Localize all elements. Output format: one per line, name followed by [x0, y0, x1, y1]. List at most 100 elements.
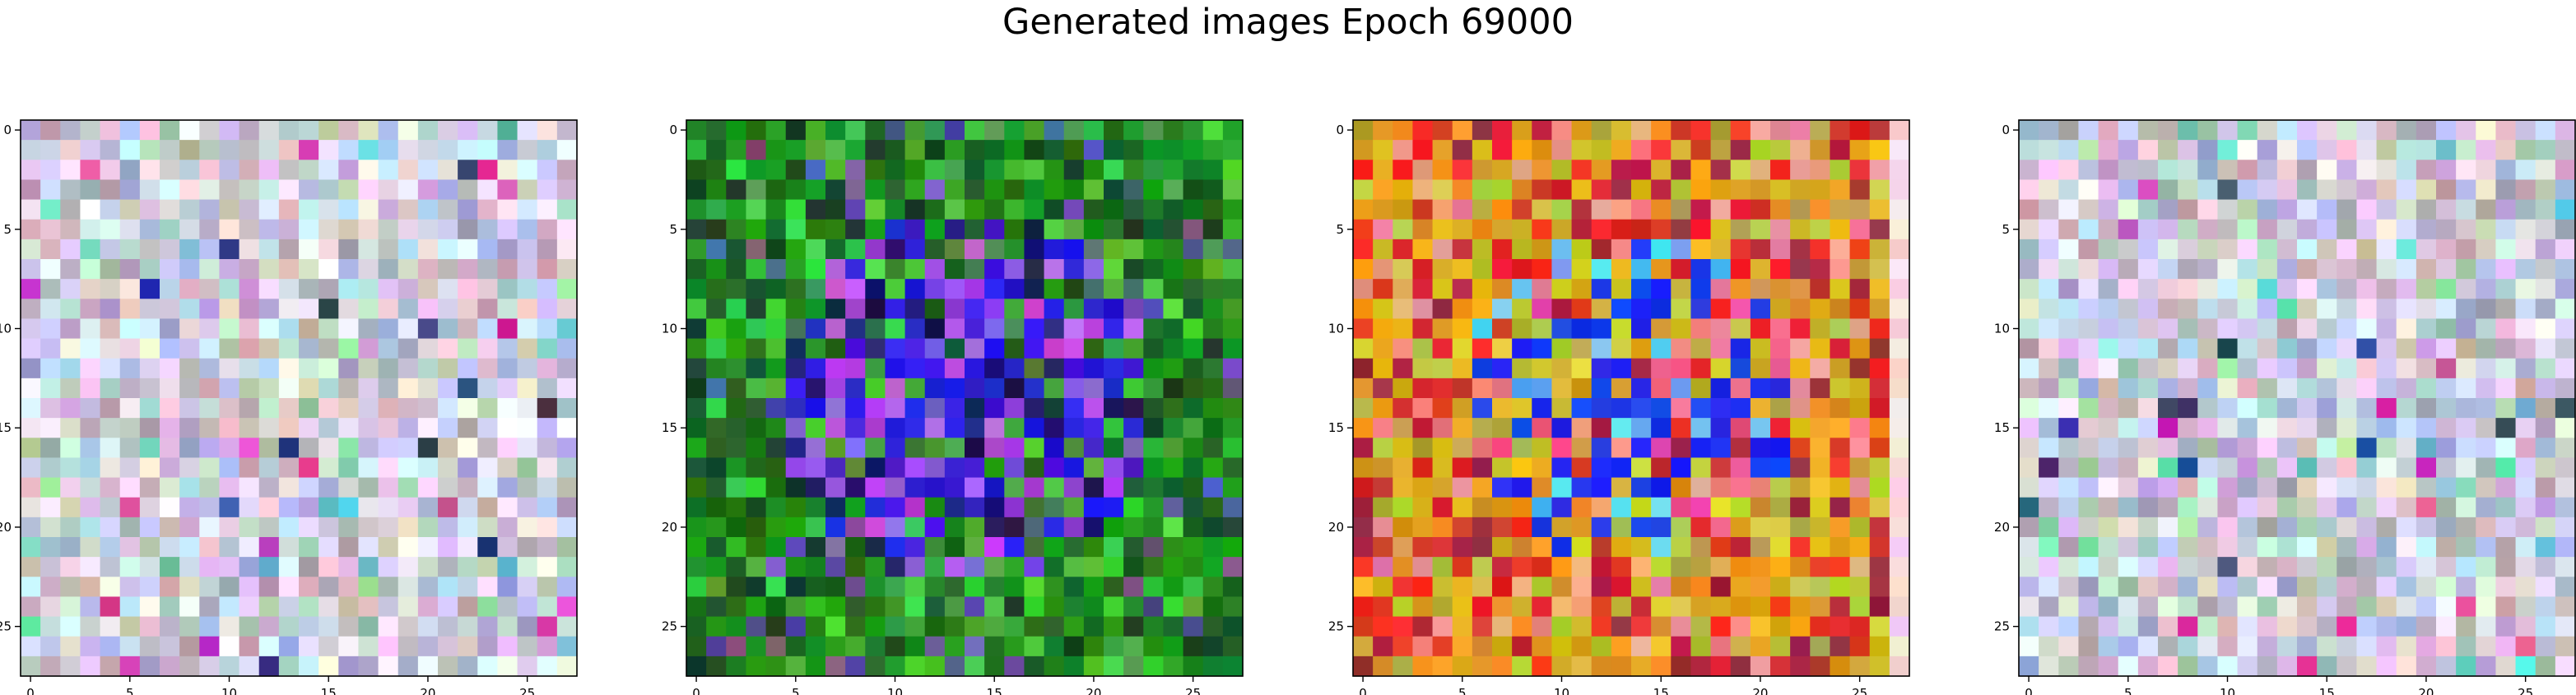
pixel-cell	[497, 477, 518, 498]
pixel-cell	[40, 438, 61, 459]
pixel-cell	[2535, 279, 2556, 299]
pixel-cell	[2297, 140, 2318, 160]
pixel-cell	[2337, 120, 2358, 141]
pixel-cell	[21, 438, 41, 459]
pixel-cell	[2257, 477, 2278, 498]
pixel-cell	[556, 318, 578, 340]
pixel-cell	[2039, 418, 2059, 438]
pixel-cell	[2495, 398, 2517, 419]
pixel-cell	[477, 457, 499, 479]
pixel-cell	[2237, 259, 2258, 280]
pixel-cell	[2058, 318, 2080, 340]
pixel-cell	[2257, 656, 2278, 677]
pixel-cell	[398, 438, 419, 459]
pixel-cell	[517, 219, 538, 240]
pixel-cell	[417, 398, 439, 419]
pixel-cell	[2039, 378, 2059, 399]
pixel-cell	[2058, 338, 2080, 359]
pixel-cell	[179, 219, 200, 240]
pixel-cell	[199, 358, 221, 379]
pixel-cell	[119, 457, 141, 479]
pixel-cell	[21, 318, 41, 340]
pixel-cell	[2436, 140, 2457, 160]
pixel-cell	[556, 537, 578, 558]
pixel-cell	[2555, 259, 2576, 280]
pixel-cell	[2098, 457, 2119, 479]
pixel-cell	[497, 199, 518, 220]
pixel-cell	[2337, 378, 2358, 399]
pixel-cell	[2039, 477, 2059, 498]
pixel-cell	[60, 497, 81, 518]
pixel-cell	[2276, 160, 2298, 181]
pixel-cell	[556, 418, 578, 438]
pixel-cell	[2178, 299, 2198, 320]
pixel-cell	[2276, 259, 2298, 280]
pixel-cell	[2197, 517, 2219, 538]
pixel-cell	[2078, 517, 2099, 538]
pixel-cell	[378, 398, 399, 419]
pixel-cell	[21, 398, 41, 419]
pixel-cell	[2376, 537, 2397, 558]
pixel-cell	[2495, 299, 2517, 320]
pixel-cell	[2317, 199, 2337, 220]
pixel-cell	[2137, 140, 2159, 160]
pixel-cell	[2058, 438, 2080, 459]
pixel-cell	[2039, 577, 2059, 598]
pixel-cell	[2436, 378, 2457, 399]
pixel-cell	[2178, 358, 2198, 379]
pixel-cell	[2337, 318, 2358, 340]
pixel-cell	[2019, 239, 2039, 260]
pixel-cell	[139, 557, 160, 577]
pixel-cell	[21, 199, 41, 220]
pixel-cell	[139, 120, 160, 141]
pixel-cell	[2376, 259, 2397, 280]
pixel-cell	[258, 279, 280, 299]
pixel-cell	[2257, 497, 2278, 518]
pixel-grid	[2019, 120, 2576, 677]
pixel-cell	[2356, 140, 2378, 160]
pixel-cell	[60, 398, 81, 419]
pixel-cell	[80, 259, 101, 280]
pixel-cell	[2416, 656, 2437, 677]
pixel-cell	[60, 457, 81, 479]
pixel-cell	[258, 259, 280, 280]
pixel-cell	[2436, 338, 2457, 359]
pixel-cell	[258, 477, 280, 498]
pixel-cell	[179, 378, 200, 399]
pixel-cell	[2058, 378, 2080, 399]
pixel-cell	[60, 577, 81, 598]
pixel-cell	[239, 239, 260, 260]
pixel-cell	[2476, 616, 2497, 637]
pixel-cell	[2098, 477, 2119, 498]
pixel-cell	[2317, 477, 2337, 498]
pixel-cell	[2416, 358, 2437, 379]
pixel-cell	[2098, 358, 2119, 379]
pixel-cell	[458, 239, 478, 260]
pixel-cell	[2436, 577, 2457, 598]
pixel-cell	[2495, 457, 2517, 479]
pixel-cell	[239, 259, 260, 280]
pixel-cell	[2276, 537, 2298, 558]
pixel-cell	[2317, 616, 2337, 637]
pixel-cell	[299, 577, 319, 598]
pixel-cell	[80, 120, 101, 141]
pixel-cell	[2337, 497, 2358, 518]
pixel-cell	[458, 318, 478, 340]
pixel-cell	[2217, 120, 2239, 141]
pixel-cell	[299, 358, 319, 379]
pixel-cell	[2078, 160, 2099, 181]
pixel-cell	[2197, 438, 2219, 459]
pixel-cell	[2257, 418, 2278, 438]
pixel-cell	[60, 338, 81, 359]
pixel-cell	[2416, 259, 2437, 280]
pixel-cell	[21, 358, 41, 379]
pixel-cell	[2476, 140, 2497, 160]
pixel-cell	[2237, 358, 2258, 379]
pixel-cell	[2178, 279, 2198, 299]
pixel-cell	[2158, 378, 2178, 399]
pixel-cell	[139, 398, 160, 419]
pixel-cell	[2257, 596, 2278, 618]
pixel-cell	[338, 219, 360, 240]
pixel-cell	[119, 279, 141, 299]
pixel-cell	[2376, 577, 2397, 598]
